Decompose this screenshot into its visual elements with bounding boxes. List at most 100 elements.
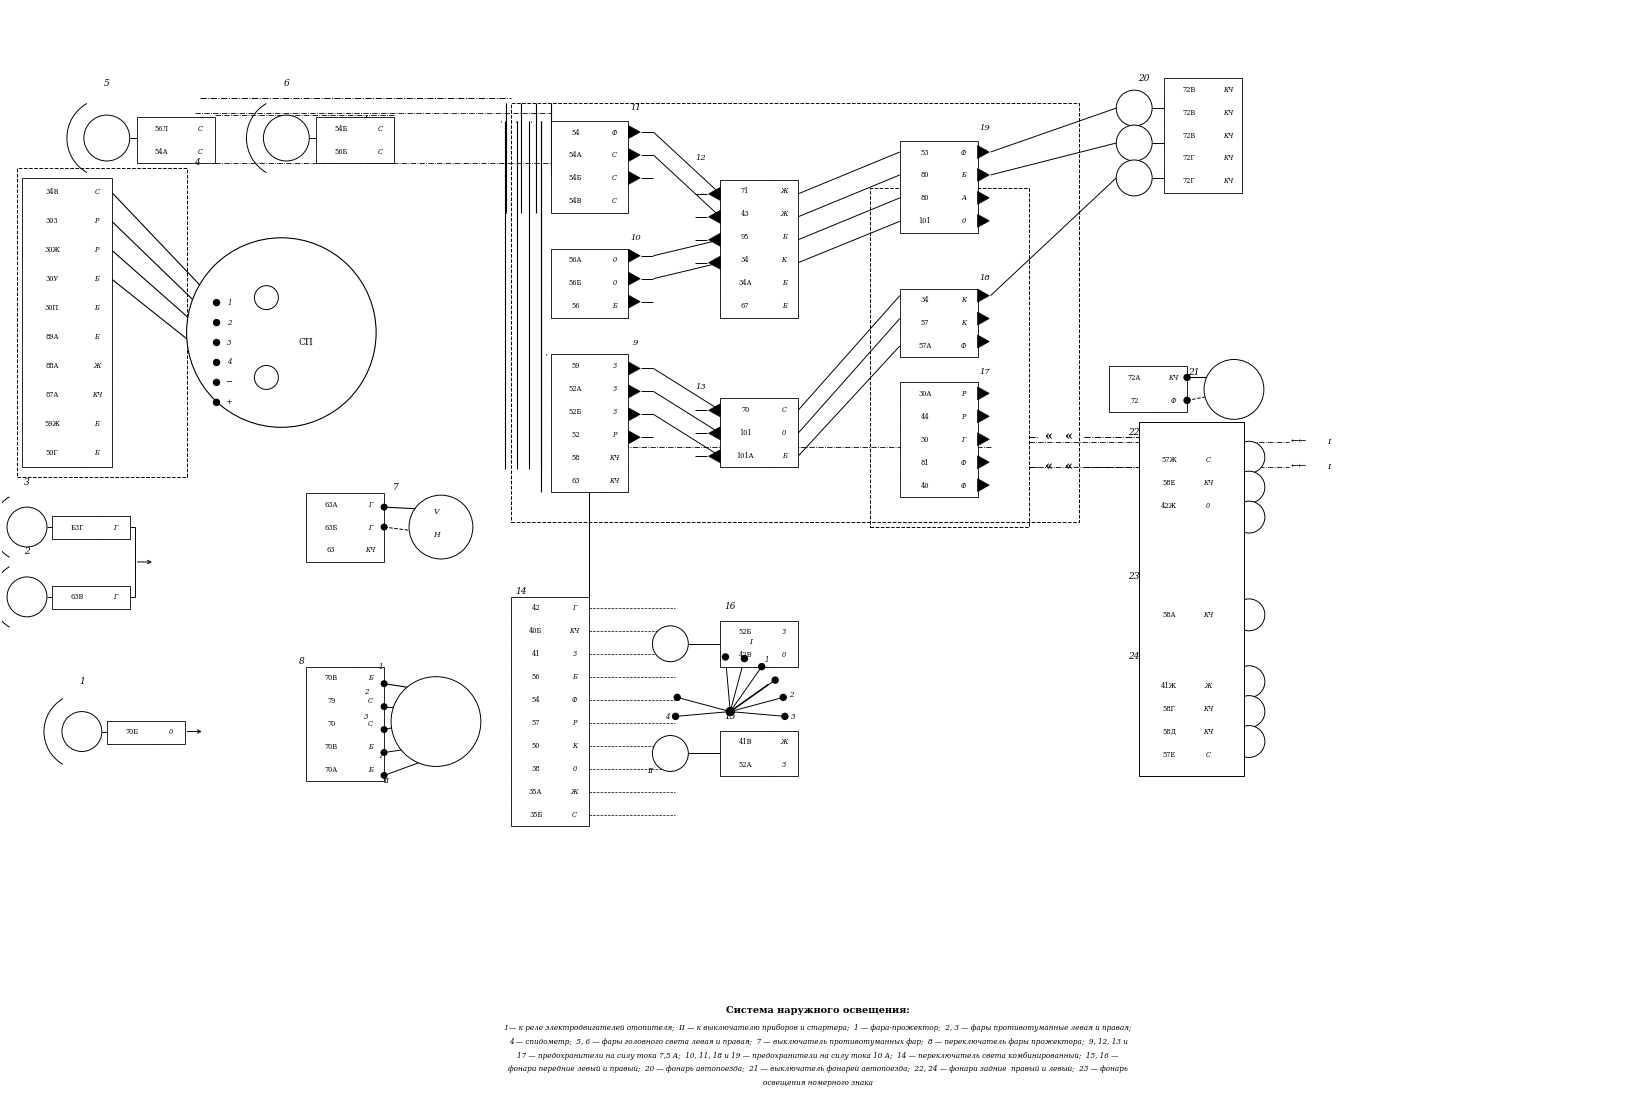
Text: Г: Г xyxy=(368,500,373,509)
Polygon shape xyxy=(628,295,640,308)
Text: Б: Б xyxy=(962,171,967,180)
Text: З: З xyxy=(612,385,617,393)
Text: Р: Р xyxy=(962,389,965,398)
Polygon shape xyxy=(628,125,640,138)
Text: 43: 43 xyxy=(741,211,749,218)
Bar xyxy=(900,383,978,497)
Text: 34: 34 xyxy=(921,296,929,304)
Text: 72В: 72В xyxy=(1183,132,1196,139)
Text: 80: 80 xyxy=(921,171,929,180)
Text: С: С xyxy=(368,697,373,705)
Bar xyxy=(306,494,384,562)
Polygon shape xyxy=(978,146,990,158)
Text: Б: Б xyxy=(95,420,100,428)
Circle shape xyxy=(1116,125,1152,161)
Text: С: С xyxy=(95,189,100,196)
Text: 80: 80 xyxy=(921,194,929,202)
Text: 70: 70 xyxy=(327,720,335,728)
Text: 34А: 34А xyxy=(738,279,753,287)
Text: Ф: Ф xyxy=(960,482,967,489)
Text: I: I xyxy=(1327,463,1330,472)
Text: КЧ: КЧ xyxy=(1222,109,1234,116)
Text: 59Ж: 59Ж xyxy=(44,420,61,428)
Text: фонари передние левый и правый;  20 — фонарь автопоезда;  21 — выключатель фонар: фонари передние левый и правый; 20 — фон… xyxy=(509,1065,1127,1073)
Text: 38: 38 xyxy=(532,765,540,773)
Text: 1: 1 xyxy=(380,753,383,760)
Text: 18: 18 xyxy=(980,273,990,282)
Text: 54: 54 xyxy=(571,128,579,136)
Text: 54А: 54А xyxy=(569,151,582,159)
Text: 88А: 88А xyxy=(46,362,59,370)
Text: КЧ: КЧ xyxy=(1202,478,1214,487)
Text: А: А xyxy=(960,194,967,202)
Text: 58А: 58А xyxy=(1162,611,1176,620)
Text: БЗГ: БЗГ xyxy=(70,523,83,532)
Text: С: С xyxy=(1206,455,1211,464)
Polygon shape xyxy=(978,191,990,204)
Text: 30У: 30У xyxy=(46,275,59,283)
Text: Б: Б xyxy=(95,304,100,313)
Text: КЧ: КЧ xyxy=(1222,178,1234,185)
Circle shape xyxy=(1234,695,1265,727)
Bar xyxy=(1144,603,1222,626)
Text: КЧ: КЧ xyxy=(1168,374,1178,382)
Bar xyxy=(1165,78,1242,193)
Circle shape xyxy=(187,238,376,428)
Text: I: I xyxy=(749,637,751,646)
Text: 1: 1 xyxy=(227,298,232,307)
Circle shape xyxy=(1234,472,1265,504)
Text: 70Б: 70Б xyxy=(126,728,139,736)
Text: 17 — предохранители на силу тока 7,5 А;  10, 11, 18 и 19 — предохранители на сил: 17 — предохранители на силу тока 7,5 А; … xyxy=(517,1052,1119,1060)
Text: 34В: 34В xyxy=(46,189,59,196)
Text: Б: Б xyxy=(95,449,100,456)
Text: 0: 0 xyxy=(612,279,617,287)
Text: 72: 72 xyxy=(1130,397,1139,405)
Text: 30А: 30А xyxy=(918,389,931,398)
Text: 101А: 101А xyxy=(736,452,754,460)
Bar xyxy=(1144,449,1222,517)
Polygon shape xyxy=(628,385,640,398)
Bar xyxy=(720,180,798,318)
Circle shape xyxy=(263,115,309,161)
Text: «: « xyxy=(1045,461,1054,474)
Bar xyxy=(137,117,214,163)
Text: 57: 57 xyxy=(532,719,540,727)
Text: 0: 0 xyxy=(1206,501,1211,510)
Text: 30Ж: 30Ж xyxy=(44,246,61,255)
Text: 58Г: 58Г xyxy=(1163,705,1176,713)
Text: Б: Б xyxy=(782,302,787,310)
Text: 58: 58 xyxy=(571,454,579,462)
Text: Г: Г xyxy=(573,604,578,612)
Circle shape xyxy=(780,694,787,700)
Bar xyxy=(720,398,798,467)
Text: 52А: 52А xyxy=(738,761,753,769)
Text: Ф: Ф xyxy=(1170,397,1176,405)
Circle shape xyxy=(1116,90,1152,126)
Text: Г: Г xyxy=(962,436,965,444)
Text: Б: Б xyxy=(95,275,100,283)
Text: Б: Б xyxy=(782,452,787,460)
Circle shape xyxy=(214,299,219,306)
Polygon shape xyxy=(978,313,990,325)
Polygon shape xyxy=(628,148,640,161)
Polygon shape xyxy=(628,362,640,375)
Text: С: С xyxy=(378,125,383,133)
Polygon shape xyxy=(978,433,990,445)
Circle shape xyxy=(214,380,219,385)
Text: Б: Б xyxy=(368,675,373,682)
Text: 58Д: 58Д xyxy=(1162,728,1176,736)
Text: I: I xyxy=(1327,439,1330,446)
Text: Б: Б xyxy=(782,279,787,287)
Text: 52Б: 52Б xyxy=(738,629,753,636)
Text: 0: 0 xyxy=(782,652,787,659)
Circle shape xyxy=(1234,666,1265,698)
Text: КЧ: КЧ xyxy=(1202,728,1214,736)
Text: КЧ: КЧ xyxy=(609,454,620,462)
Text: освещения номерного знака: освещения номерного знака xyxy=(762,1078,874,1087)
Circle shape xyxy=(741,656,748,661)
Text: 54Б: 54Б xyxy=(569,174,582,182)
Text: К: К xyxy=(573,742,578,750)
Text: 56А: 56А xyxy=(569,257,582,264)
Text: Ж: Ж xyxy=(780,738,789,746)
Text: 54В: 54В xyxy=(569,197,582,205)
